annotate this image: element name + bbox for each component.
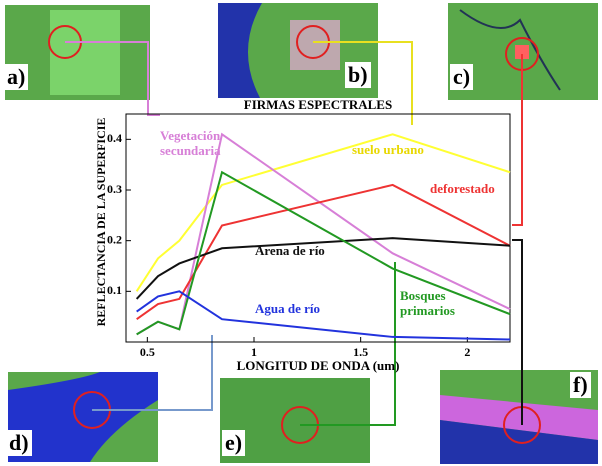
- panel-label: a): [4, 64, 28, 90]
- thumb-a-field: [50, 10, 120, 95]
- panel-label: d): [6, 430, 32, 456]
- x-axis-label: LONGITUD DE ONDA (um): [237, 358, 400, 373]
- figure: FIRMAS ESPECTRALES LONGITUD DE ONDA (um)…: [0, 0, 602, 466]
- series-label: Vegetación secundaria: [160, 128, 250, 158]
- y-tick-label: 0.1: [107, 283, 122, 297]
- y-tick-label: 0.4: [107, 131, 122, 145]
- x-tick-label: 0.5: [140, 345, 155, 359]
- panel-label: c): [450, 64, 473, 90]
- panel-label: b): [345, 62, 371, 88]
- panel-label: f): [570, 372, 591, 398]
- x-tick-label: 1: [251, 345, 257, 359]
- page: FIRMAS ESPECTRALES LONGITUD DE ONDA (um)…: [0, 0, 602, 466]
- panel-label: e): [222, 430, 245, 456]
- series-label: Agua de río: [255, 301, 345, 316]
- x-tick-label: 1.5: [353, 345, 368, 359]
- x-tick-label: 2: [464, 345, 470, 359]
- series-label: Arena de río: [255, 243, 345, 258]
- series-label: deforestado: [430, 181, 520, 196]
- y-tick-label: 0.3: [107, 182, 122, 196]
- series-label: suelo urbano: [352, 142, 442, 157]
- chart-title: FIRMAS ESPECTRALES: [244, 97, 392, 112]
- y-tick-label: 0.2: [107, 232, 122, 246]
- y-axis-label: REFLECTANCIA DE LA SUPERFICIE: [94, 118, 108, 327]
- series-label: Bosques primarios: [400, 288, 490, 318]
